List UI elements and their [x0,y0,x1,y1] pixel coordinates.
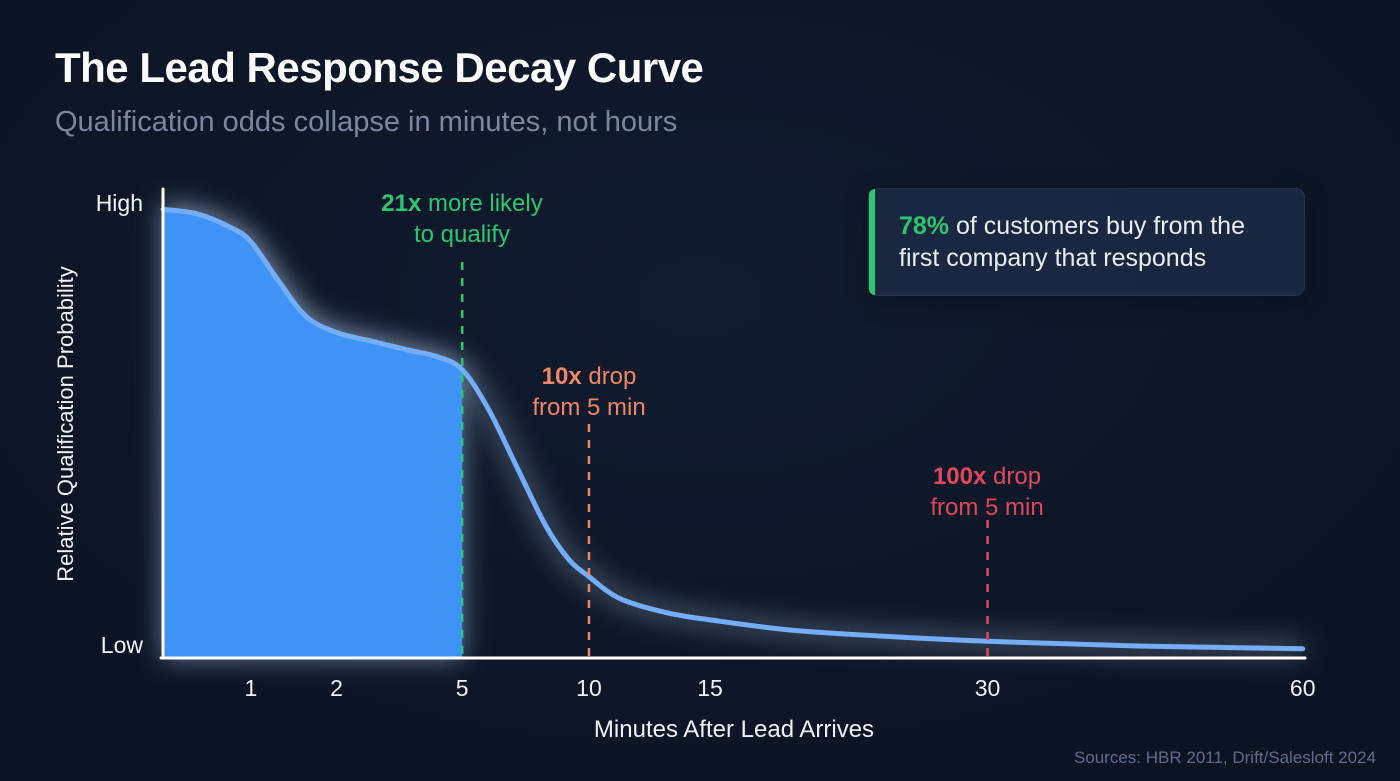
x-axis-label: Minutes After Lead Arrives [593,716,875,743]
x-tick-label: 10 [576,675,602,701]
callout-text: 78% of customers buy from the first comp… [899,210,1280,274]
page-title: The Lead Response Decay Curve [55,44,704,91]
annotation-30min-drop: 100x drop from 5 min [827,461,1147,523]
area-fill [163,209,463,659]
x-tick-label: 2 [330,675,343,701]
annotation-line: from 5 min [930,494,1044,521]
annotation-rest-text: drop [581,363,637,390]
y-axis-label: Relative Qualification Probability [53,266,78,582]
y-axis-low-label: Low [100,632,143,658]
annotation-5min-qualify: 21x more likely to qualify [302,188,622,250]
annotation-line: 100x drop [827,461,1147,492]
annotation-line: 21x more likely [302,188,622,219]
annotation-bold-value: 100x [932,463,987,490]
x-tick-label: 60 [1290,675,1316,701]
callout-highlight-value: 78% [899,212,950,240]
callout-stat-box: 78% of customers buy from the first comp… [868,188,1305,296]
annotation-bold-value: 10x [541,363,582,390]
source-citation: Sources: HBR 2011, Drift/Salesloft 2024 [1073,748,1376,767]
x-tick-label: 15 [697,675,723,701]
annotation-rest-text: drop [986,463,1042,490]
x-tick-label: 30 [975,675,1001,701]
annotation-line: 10x drop [429,361,749,392]
x-tick-label: 1 [245,675,258,701]
decay-curve [160,206,1306,652]
callout-rest-text: of customers buy from the first company … [899,212,1245,272]
annotation-line: from 5 min [532,394,646,421]
page-subtitle: Qualification odds collapse in minutes, … [55,106,678,138]
annotation-line: to qualify [413,221,511,248]
annotation-rest-text: more likely [421,190,543,217]
annotation-10min-drop: 10x drop from 5 min [429,361,749,423]
y-axis-high-label: High [95,190,143,216]
x-tick-label: 5 [456,675,469,701]
callout-accent-bar [869,189,875,295]
annotation-bold-value: 21x [381,190,422,217]
